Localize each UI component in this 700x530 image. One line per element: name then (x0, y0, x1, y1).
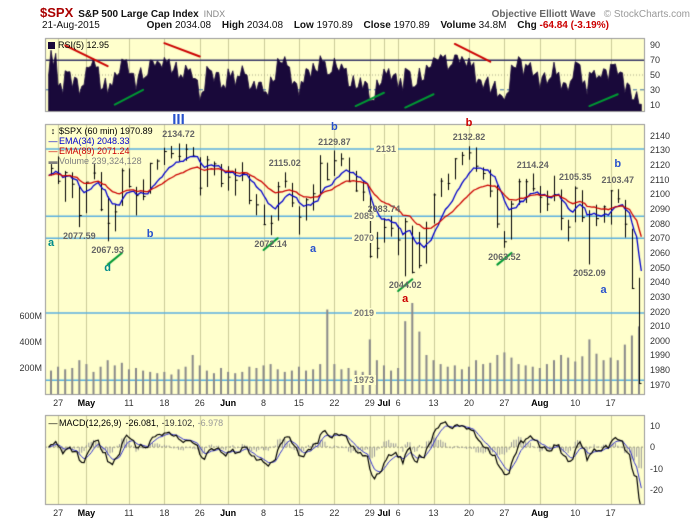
macd-legend: — MACD(12,26,9) -26.081, -19.102, -6.978 (48, 418, 224, 428)
ema89-line-icon: — (48, 146, 58, 156)
rsi-legend: RSI(5) 12.95 (48, 40, 109, 50)
macd-signal-value: -19.102, (161, 418, 195, 428)
price-legend-label: $SPX (60 min) (59, 126, 118, 136)
price-series-icon: ↕ (50, 126, 56, 136)
volume-legend-value: 239,324,128 (91, 156, 142, 166)
ema89-value: 2071.24 (97, 146, 130, 156)
macd-legend-label: MACD(12,26,9) (59, 418, 122, 428)
rsi-legend-value: 12.95 (86, 40, 110, 50)
price-legend: ↕ $SPX (60 min) 1970.89 — EMA(34) 2048.33 … (48, 126, 153, 166)
ema34-line-icon: — (48, 136, 58, 146)
macd-line-icon: — (48, 418, 58, 428)
volume-legend-label: Volume (59, 156, 90, 166)
ema34-label: EMA(34) (59, 136, 95, 146)
macd-hist-value: -6.978 (197, 418, 224, 428)
macd-value: -26.081, (125, 418, 159, 428)
ema34-value: 2048.33 (97, 136, 130, 146)
rsi-legend-label: RSI(5) (58, 40, 85, 50)
volume-bars-icon: ▬ (48, 156, 58, 166)
ema89-label: EMA(89) (59, 146, 95, 156)
price-legend-value: 1970.89 (120, 126, 153, 136)
rsi-series-icon (48, 42, 55, 49)
